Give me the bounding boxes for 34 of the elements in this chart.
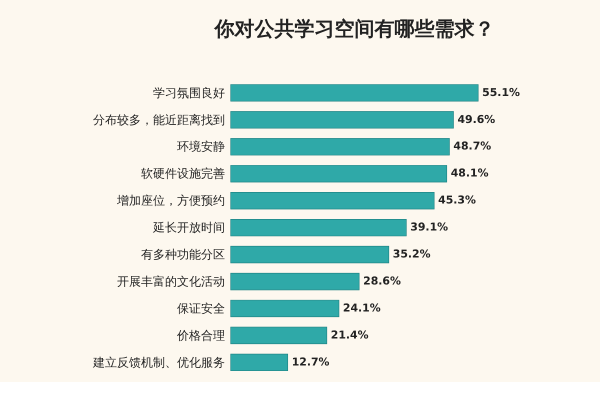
y-tick-label: 延长开放时间 xyxy=(152,220,226,235)
data-label: 45.3% xyxy=(438,194,476,207)
y-tick-label: 开展丰富的文化活动 xyxy=(117,274,226,288)
bar xyxy=(230,272,360,290)
bar xyxy=(230,84,479,102)
data-label: 28.6% xyxy=(363,274,401,288)
y-tick-label: 有多种功能分区 xyxy=(141,248,226,262)
bar xyxy=(230,138,450,156)
y-tick-label: 软硬件设施完善 xyxy=(141,166,226,181)
chart-title: 你对公共学习空间有哪些需求？ xyxy=(213,18,494,41)
bar xyxy=(230,326,328,344)
data-label: 48.1% xyxy=(450,166,489,180)
data-label: 24.1% xyxy=(342,301,381,314)
data-label: 35.2% xyxy=(392,248,431,261)
bar xyxy=(230,218,407,236)
bar xyxy=(230,246,390,264)
data-label: 21.4% xyxy=(330,328,369,342)
bar xyxy=(230,192,434,210)
y-tick-label: 增加座位，方便预约 xyxy=(116,194,226,208)
data-label: 49.6% xyxy=(457,112,496,126)
y-tick-label: 分布较多，能近距离找到 xyxy=(93,112,226,127)
bar xyxy=(230,111,454,128)
y-tick-label: 学习氛围良好 xyxy=(153,86,226,100)
y-tick-label: 建立反馈机制、优化服务 xyxy=(92,355,226,370)
y-tick-label: 价格合理 xyxy=(176,328,226,342)
bar xyxy=(230,300,340,318)
y-tick-label: 环境安静 xyxy=(177,140,226,154)
data-label: 12.7% xyxy=(292,355,330,368)
bar xyxy=(230,165,448,182)
data-label: 48.7% xyxy=(453,140,492,153)
data-label: 39.1% xyxy=(410,220,448,234)
bar xyxy=(230,354,288,372)
data-label: 55.1% xyxy=(482,86,520,99)
y-tick-label: 保证安全 xyxy=(177,301,226,316)
